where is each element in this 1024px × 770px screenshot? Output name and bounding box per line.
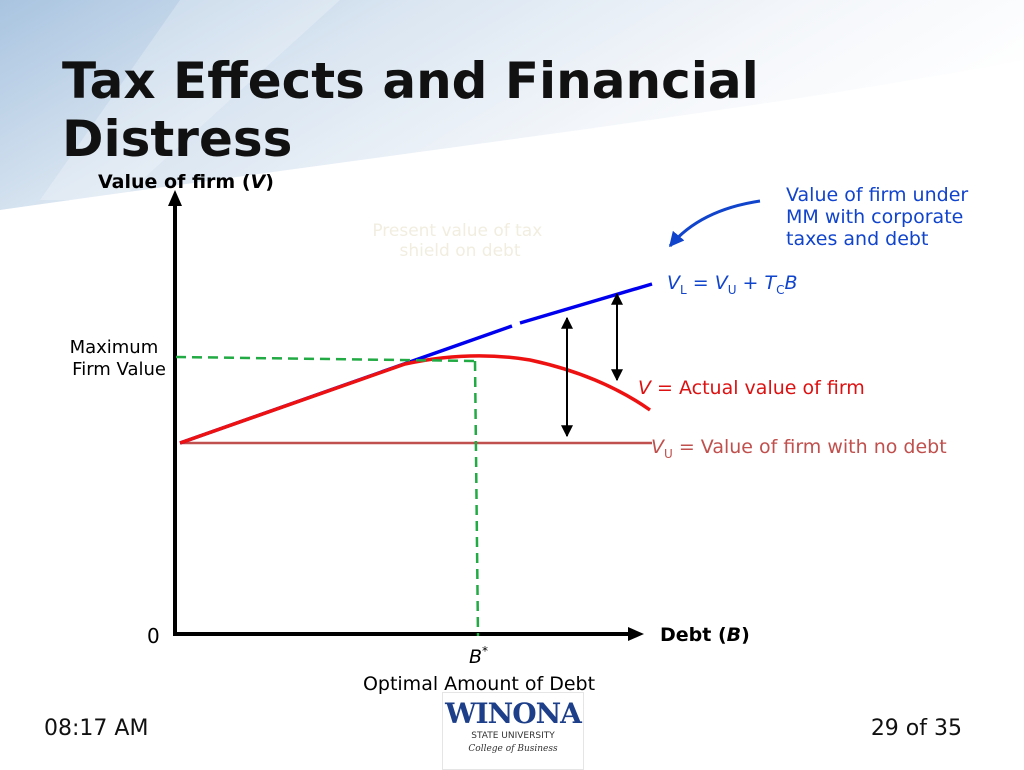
max-value-dashed-line xyxy=(175,355,476,363)
vl-line-upper xyxy=(519,282,653,325)
mm-note-line-1: Value of firm under xyxy=(786,184,968,206)
title-line-1: Tax Effects and Financial xyxy=(62,52,759,110)
faded-note-line-1: Present value of tax xyxy=(372,221,542,241)
actual-value-label: V = Actual value of firm xyxy=(638,377,865,399)
faded-note: Present value of tax shield on debt xyxy=(372,221,547,261)
optimal-debt-caption: Optimal Amount of Debt xyxy=(363,673,595,695)
title-line-2: Distress xyxy=(62,110,293,168)
logo-name: WINONA xyxy=(445,697,582,730)
vl-equation-label: VL = VU + TCB xyxy=(667,272,798,297)
mm-note-pointer-arrow xyxy=(668,199,761,248)
slide-title: Tax Effects and Financial Distress xyxy=(62,52,759,168)
actual-value-curve xyxy=(179,354,652,445)
logo-subtitle: STATE UNIVERSITY xyxy=(471,731,555,741)
logo-script: College of Business xyxy=(468,744,558,754)
mm-note-line-3: taxes and debt xyxy=(786,228,928,250)
x-axis-label: Debt (B) xyxy=(660,624,750,646)
mm-note: Value of firm under MM with corporate ta… xyxy=(786,184,974,250)
origin-label: 0 xyxy=(147,624,160,648)
b-star-label: B* xyxy=(469,644,488,668)
mm-note-line-2: MM with corporate xyxy=(786,206,963,228)
optimal-debt-dashed-line xyxy=(473,360,480,637)
vu-label: VU = Value of firm with no debt xyxy=(651,436,947,461)
x-axis-arrowhead xyxy=(628,627,644,641)
university-logo: WINONA STATE UNIVERSITY College of Busin… xyxy=(442,692,584,770)
footer-time: 08:17 AM xyxy=(44,716,149,741)
max-value-line-2: Firm Value xyxy=(72,359,166,380)
y-axis-label: Value of firm (V) xyxy=(98,171,274,193)
faded-note-line-2: shield on debt xyxy=(399,241,520,261)
max-value-line-1: Maximum xyxy=(70,337,159,358)
footer-page-number: 29 of 35 xyxy=(870,716,962,741)
y-axis-arrowhead xyxy=(168,190,182,206)
max-value-label: Maximum Firm Value xyxy=(70,337,166,380)
